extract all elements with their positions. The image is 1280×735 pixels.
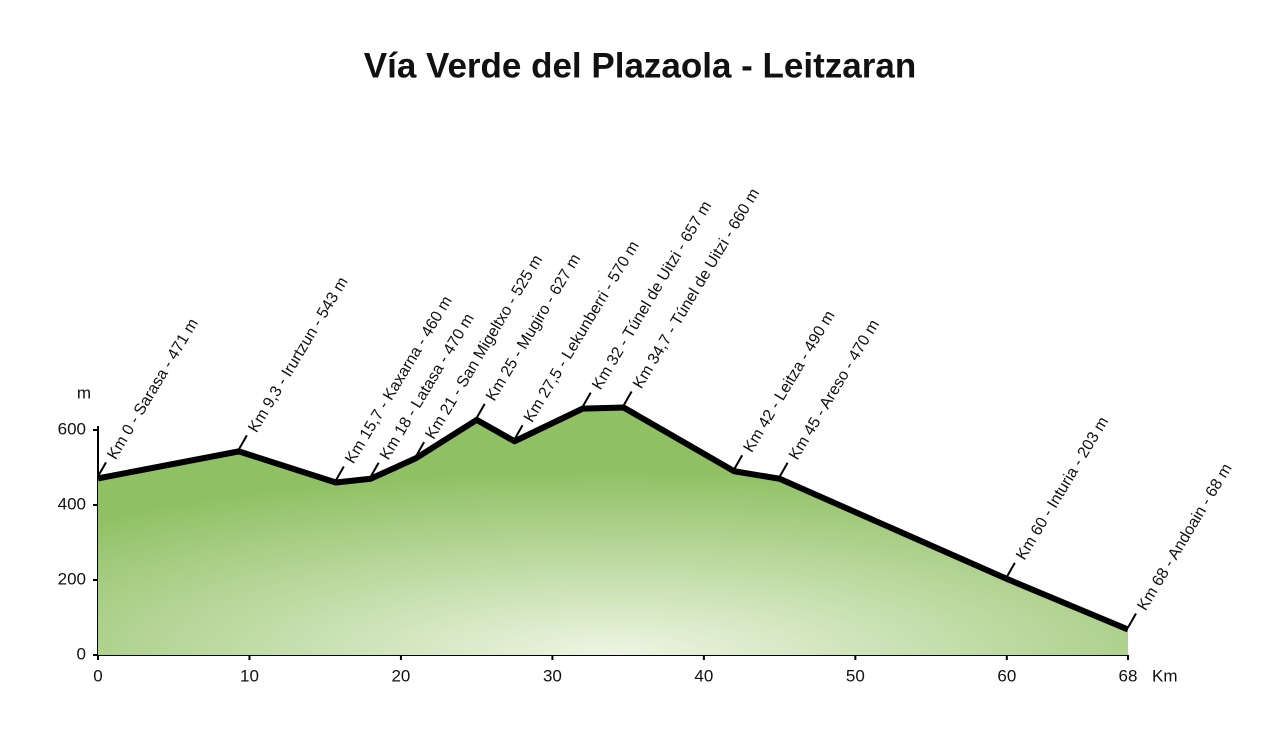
x-tick-label: 68 (1119, 666, 1138, 685)
y-tick-label: 200 (58, 569, 86, 588)
x-tick-label: 40 (694, 666, 713, 685)
point-tick (415, 441, 425, 457)
point-label: Km 0 - Sarasa - 471 m (104, 316, 201, 463)
y-axis-label: m (77, 383, 91, 402)
x-tick-label: 60 (997, 666, 1016, 685)
point-tick (237, 434, 248, 450)
x-tick-label: 20 (391, 666, 410, 685)
point-label: Km 45 - Areso - 470 m (786, 317, 883, 463)
point-tick (778, 462, 789, 478)
chart-title: Vía Verde del Plazaola - Leitzaran (364, 46, 916, 85)
x-tick-label: 30 (543, 666, 562, 685)
y-tick-label: 0 (77, 644, 86, 663)
point-tick (97, 461, 107, 477)
point-tick (581, 392, 592, 408)
x-tick-label: 0 (93, 666, 102, 685)
point-tick (1005, 562, 1016, 578)
point-tick (369, 462, 380, 478)
point-tick (733, 454, 744, 470)
point-tick (334, 466, 345, 481)
y-tick-label: 400 (58, 494, 86, 513)
y-tick-label: 600 (58, 419, 86, 438)
x-axis-label: Km (1152, 666, 1178, 685)
x-tick-label: 50 (846, 666, 865, 685)
point-tick (513, 424, 524, 440)
profile-line (97, 404, 1130, 633)
area-fill (98, 407, 1128, 655)
point-tick (622, 391, 633, 406)
point-label: Km 68 - Andoain - 68 m (1134, 461, 1235, 614)
point-tick (475, 403, 486, 419)
point-label: Km 9,3 - Irurtzun - 543 m (245, 274, 351, 435)
point-label: Km 42 - Leitza - 490 m (741, 308, 839, 455)
point-tick (1127, 613, 1137, 628)
x-tick-label: 10 (240, 666, 259, 685)
point-label: Km 60 - Inturia - 203 m (1013, 414, 1112, 563)
